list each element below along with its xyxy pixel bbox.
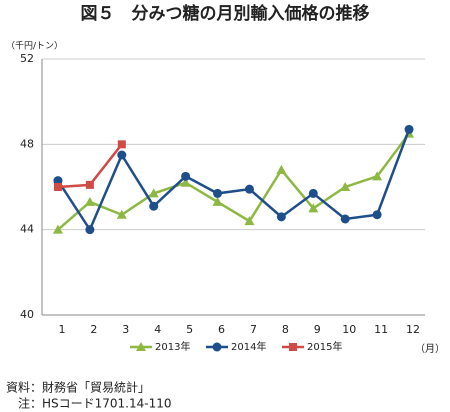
marker [148,188,159,198]
marker [117,140,126,149]
marker [213,188,223,198]
marker [289,343,297,351]
series-line [56,128,411,233]
legend-label: 2015年 [307,340,342,353]
marker [212,196,223,206]
marker [52,224,63,234]
marker [180,177,191,187]
marker [372,210,382,220]
marker [212,342,222,352]
x-tick-label: 7 [250,323,257,336]
marker [276,212,286,222]
x-tick-label: 3 [122,323,129,336]
marker [181,171,191,181]
x-tick-label: 5 [186,323,193,336]
x-unit: （月） [415,343,445,355]
y-unit: （千円/トン） [6,41,63,52]
legend-label: 2013年 [155,340,190,353]
y-tick-label: 40 [20,308,34,321]
x-tick-label: 1 [58,323,65,336]
legend-label: 2014年 [231,340,266,353]
marker [340,214,350,224]
x-tick-label: 12 [406,323,420,336]
x-tick-label: 11 [374,323,388,336]
chart-title: 図５ 分みつ糖の月別輸入価格の推移 [81,3,370,24]
series-line [57,132,411,231]
x-tick-label: 9 [314,323,321,336]
x-tick-label: 6 [218,323,225,336]
x-tick-label: 8 [282,323,289,336]
series-line [57,143,123,189]
y-tick-label: 44 [20,223,34,236]
marker [85,180,94,189]
marker [84,196,95,206]
marker [85,225,95,235]
marker [136,342,146,351]
marker [340,182,351,191]
marker [149,201,159,211]
marker [372,171,383,181]
x-tick-label: 2 [90,323,97,336]
y-tick-label: 48 [20,137,34,150]
marker [276,164,287,174]
marker [404,124,414,134]
marker [117,150,127,160]
x-tick-label: 10 [342,323,356,336]
marker [308,203,319,213]
marker [116,209,127,219]
note: 注：HSコード1701.14-110 [6,396,172,411]
x-tick-label: 4 [154,323,161,336]
marker [244,216,255,226]
note: 資料：財務省「貿易統計」 [6,380,150,395]
marker [308,188,318,198]
y-tick-label: 52 [20,52,34,65]
marker [53,176,63,186]
marker [244,184,254,194]
marker [53,183,62,191]
